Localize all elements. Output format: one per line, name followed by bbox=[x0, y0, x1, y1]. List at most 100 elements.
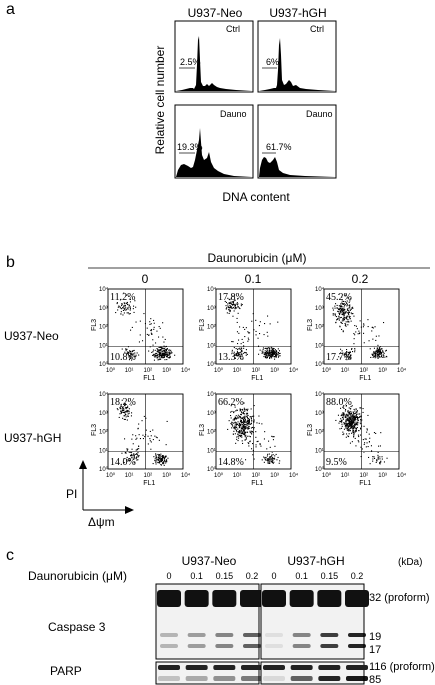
y-tick: 10³ bbox=[207, 411, 216, 417]
x-tick: 10² bbox=[360, 473, 369, 479]
y-tick: 10³ bbox=[315, 306, 324, 312]
x-tick: 10² bbox=[252, 368, 261, 374]
pct-neo-ctrl: 2.5% bbox=[180, 57, 201, 67]
band-32-label: 32 (proform) bbox=[369, 592, 430, 604]
x-tick: 10² bbox=[252, 473, 261, 479]
pct-upper-left: 11.2% bbox=[110, 292, 135, 303]
label-ctrl-neo: Ctrl bbox=[226, 24, 240, 34]
fl1-axis-label: FL1 bbox=[359, 480, 371, 487]
y-tick: 10⁴ bbox=[99, 391, 109, 398]
x-tick: 10² bbox=[144, 473, 153, 479]
fl1-axis-label: FL1 bbox=[143, 480, 155, 487]
pct-lower-left: 13.3% bbox=[218, 352, 244, 363]
fl3-axis-label: FL3 bbox=[91, 424, 98, 436]
pct-upper-left: 18.2% bbox=[110, 397, 136, 408]
parp-blot-1 bbox=[260, 661, 368, 685]
y-tick: 10⁰ bbox=[315, 466, 325, 473]
y-tick: 10¹ bbox=[207, 343, 216, 349]
x-tick: 10³ bbox=[270, 473, 279, 479]
dose-row-label: Daunorubicin (μM) bbox=[28, 569, 127, 583]
histogram-neo-dauno: Dauno 19.3% bbox=[174, 104, 254, 179]
axis-arrows bbox=[79, 460, 134, 514]
fl3-axis-label: FL3 bbox=[199, 424, 206, 436]
y-tick: 10² bbox=[99, 325, 108, 331]
y-axis-label: Relative cell number bbox=[153, 46, 167, 155]
x-tick: 10³ bbox=[378, 473, 387, 479]
label-dauno-neo: Dauno bbox=[220, 109, 247, 119]
band-17-label: 17 bbox=[369, 644, 381, 656]
dose-0-2: 0.2 bbox=[352, 272, 369, 286]
x-tick: 10³ bbox=[270, 368, 279, 374]
label-ctrl-hgh: Ctrl bbox=[310, 24, 324, 34]
label-dauno-hgh: Dauno bbox=[306, 109, 333, 119]
col-neo-label: U937-Neo bbox=[188, 6, 243, 20]
histogram-hgh-dauno: Dauno 61.7% bbox=[257, 104, 337, 179]
x-tick: 10⁴ bbox=[289, 472, 299, 479]
y-tick: 10⁰ bbox=[207, 466, 217, 473]
group-hgh-label: U937-hGH bbox=[287, 554, 344, 568]
x-tick: 10² bbox=[144, 368, 153, 374]
y-tick: 10¹ bbox=[315, 448, 324, 454]
x-tick: 10¹ bbox=[233, 368, 242, 374]
lane-dose: 0.2 bbox=[351, 571, 364, 581]
panel-b-letter: b bbox=[6, 254, 15, 271]
x-tick: 10⁰ bbox=[322, 367, 332, 374]
y-tick: 10¹ bbox=[99, 343, 108, 349]
y-tick: 10⁴ bbox=[207, 391, 217, 398]
pct-upper-left: 45.2% bbox=[326, 292, 352, 303]
parp-label: PARP bbox=[50, 664, 82, 678]
x-tick: 10¹ bbox=[341, 368, 350, 374]
x-tick: 10⁴ bbox=[181, 472, 191, 479]
dose-0: 0 bbox=[142, 272, 149, 286]
pct-lower-left: 14.8% bbox=[218, 457, 244, 468]
y-tick: 10³ bbox=[99, 306, 108, 312]
dose-0-1: 0.1 bbox=[245, 272, 262, 286]
x-tick: 10⁰ bbox=[322, 472, 332, 479]
y-tick: 10⁰ bbox=[315, 361, 325, 368]
fl3-axis-label: FL3 bbox=[307, 319, 314, 331]
lane-dose: 0 bbox=[271, 571, 276, 581]
fl3-axis-label: FL3 bbox=[307, 424, 314, 436]
lane-dose: 0.15 bbox=[216, 571, 234, 581]
lane-dose: 0.1 bbox=[295, 571, 308, 581]
y-tick: 10² bbox=[315, 430, 324, 436]
y-tick: 10⁴ bbox=[315, 391, 325, 398]
y-tick: 10³ bbox=[315, 411, 324, 417]
col-hgh-label: U937-hGH bbox=[269, 6, 326, 20]
x-tick: 10¹ bbox=[125, 473, 134, 479]
x-tick: 10⁴ bbox=[181, 367, 191, 374]
y-tick: 10¹ bbox=[207, 448, 216, 454]
scatter-grid: 11.2%10.8%FL3FL110⁰10⁰10¹10¹10²10²10³10³… bbox=[91, 286, 407, 487]
psi-label: Δψm bbox=[88, 515, 115, 529]
y-tick: 10³ bbox=[207, 306, 216, 312]
pct-hgh-ctrl: 6% bbox=[266, 57, 279, 67]
kda-label: (kDa) bbox=[398, 557, 422, 568]
x-tick: 10⁰ bbox=[214, 472, 224, 479]
x-tick: 10³ bbox=[162, 473, 171, 479]
x-tick: 10⁴ bbox=[397, 472, 407, 479]
y-tick: 10¹ bbox=[99, 448, 108, 454]
fl3-axis-label: FL3 bbox=[199, 319, 206, 331]
lane-dose-labels: 0 0.1 0.15 0.2 0 0.1 0.15 0.2 bbox=[166, 571, 363, 581]
lane-dose: 0.1 bbox=[190, 571, 203, 581]
x-tick: 10⁰ bbox=[106, 367, 116, 374]
pct-lower-left: 17.7% bbox=[326, 352, 352, 363]
lane-dose: 0 bbox=[166, 571, 171, 581]
lane-dose: 0.2 bbox=[246, 571, 259, 581]
y-tick: 10² bbox=[99, 430, 108, 436]
pct-lower-left: 9.5% bbox=[326, 457, 347, 468]
x-axis-label: DNA content bbox=[222, 190, 290, 204]
pi-label: PI bbox=[66, 487, 77, 501]
x-tick: 10³ bbox=[162, 368, 171, 374]
caspase-label: Caspase 3 bbox=[48, 620, 106, 634]
fl1-axis-label: FL1 bbox=[251, 480, 263, 487]
pct-hgh-dauno: 61.7% bbox=[266, 142, 292, 152]
band-85-label: 85 bbox=[369, 674, 381, 685]
